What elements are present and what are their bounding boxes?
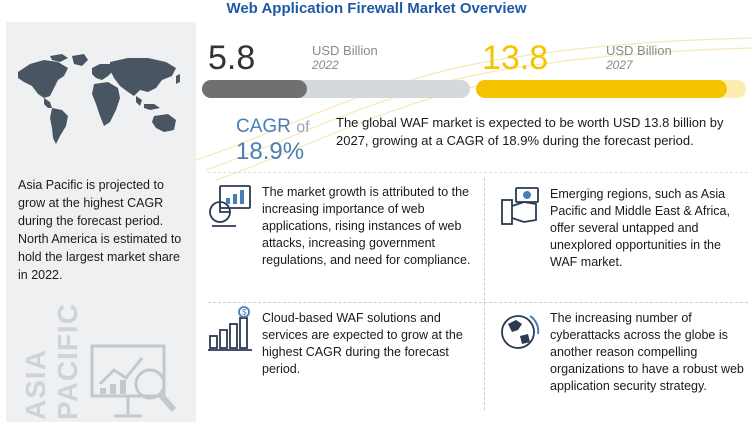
section-divider-top (208, 172, 748, 173)
asia-pacific-vertical-label: ASIA PACIFIC (14, 303, 94, 422)
cagr-of: of (296, 119, 310, 136)
cagr-label: CAGR of (236, 116, 310, 138)
market-year-2027: 2027 (606, 58, 633, 72)
page-title: Web Application Firewall Market Overview (226, 0, 527, 17)
analytics-presentation-icon (90, 344, 177, 418)
market-value-2027: 13.8 (482, 39, 549, 77)
cagr-value: 18.9% (236, 138, 305, 165)
column-divider (484, 178, 485, 410)
market-bar-2022-fill (202, 80, 307, 98)
market-unit-2027: USD Billion (606, 43, 672, 58)
world-map-icon (18, 54, 180, 144)
row-divider (208, 302, 748, 303)
market-bar-2027 (476, 80, 746, 98)
regional-insight-text: Asia Pacific is projected to grow at the… (18, 178, 182, 282)
left-panel: Asia Pacific is projected to grow at the… (6, 22, 196, 422)
market-value-2022: 5.8 (208, 39, 256, 77)
market-bar-2022 (202, 80, 470, 98)
growth-bars-dollar-icon: $ (208, 306, 252, 351)
insight-cloud-waf: Cloud-based WAF solutions and services a… (262, 311, 463, 376)
globe-icon (501, 315, 540, 349)
insight-emerging-regions: Emerging regions, such as Asia Pacific a… (550, 187, 730, 269)
market-year-2022: 2022 (312, 58, 339, 72)
market-unit-2022: USD Billion (312, 43, 378, 58)
insight-cyberattacks: The increasing number of cyberattacks ac… (550, 311, 744, 393)
analytics-chart-icon (209, 185, 251, 227)
cagr-word: CAGR (236, 116, 291, 137)
insight-growth-drivers: The market growth is attributed to the i… (262, 185, 471, 267)
money-hand-icon (501, 187, 539, 225)
pacific-word: PACIFIC (52, 303, 83, 420)
market-bar-2027-fill (476, 80, 728, 98)
market-headline: The global WAF market is expected to be … (336, 115, 724, 148)
asia-word: ASIA (20, 349, 51, 420)
svg-text:$: $ (242, 308, 247, 317)
